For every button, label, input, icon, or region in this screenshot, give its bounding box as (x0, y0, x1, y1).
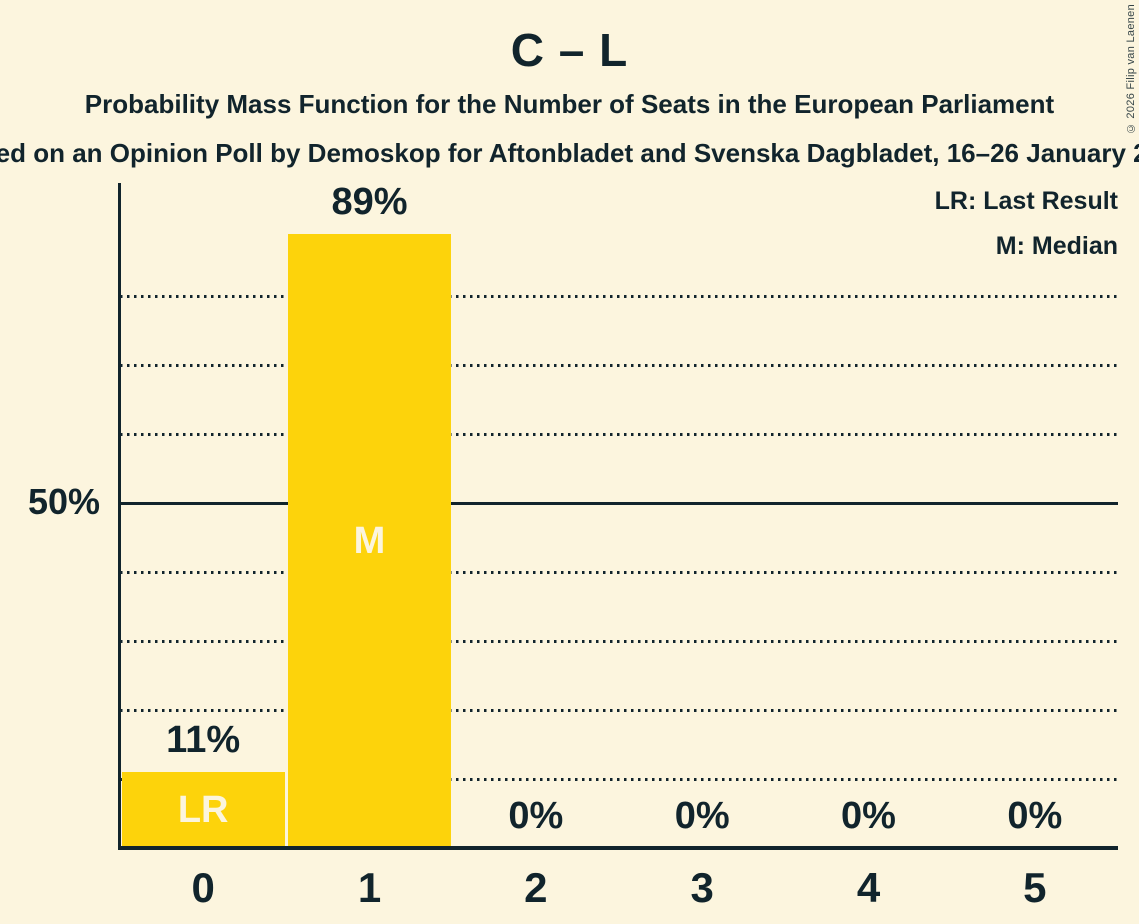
bar-value-label-4: 0% (841, 795, 896, 837)
bar-value-label-3: 0% (674, 795, 730, 837)
bar-value-label-1: 89% (331, 180, 408, 223)
x-tick-label-2: 2 (524, 864, 548, 911)
bar-1 (287, 233, 452, 848)
bar-value-label-0: 11% (166, 719, 241, 762)
legend-entry-median: M: Median (995, 232, 1118, 260)
page-title: C – L (510, 24, 629, 76)
bar-value-label-2: 0% (508, 795, 564, 837)
gridline-dotted-40 (120, 570, 1118, 574)
gridline-dotted-70 (120, 363, 1118, 367)
legend: LR: Last Result M: Median (935, 179, 1118, 269)
y-axis-tick-label-50: 50% (27, 481, 100, 522)
gridline-dotted-20 (120, 708, 1118, 712)
x-tick-label-4: 4 (856, 864, 881, 911)
gridline-solid-50 (120, 501, 1118, 505)
last-result-marker-label: LR (177, 789, 229, 832)
chart-source-line: Based on an Opinion Poll by Demoskop for… (0, 138, 1139, 168)
x-axis-line (118, 846, 1118, 850)
x-tick-label-3: 3 (690, 864, 714, 911)
chart-subtitle: Probability Mass Function for the Number… (84, 89, 1055, 119)
bar-value-label-5: 0% (1007, 795, 1063, 837)
bar-0 (121, 772, 285, 848)
legend-entry-last-result: LR: Last Result (934, 187, 1118, 215)
gridline-dotted-10 (120, 777, 1118, 781)
y-axis-line (118, 183, 121, 850)
gridline-dotted-60 (120, 432, 1118, 436)
gridline-dotted-80 (120, 294, 1118, 298)
gridline-dotted-30 (120, 639, 1118, 643)
x-tick-label-1: 1 (357, 864, 382, 911)
x-tick-label-5: 5 (1023, 864, 1047, 911)
x-tick-label-0: 0 (191, 864, 215, 911)
median-marker-label: M (353, 519, 386, 562)
